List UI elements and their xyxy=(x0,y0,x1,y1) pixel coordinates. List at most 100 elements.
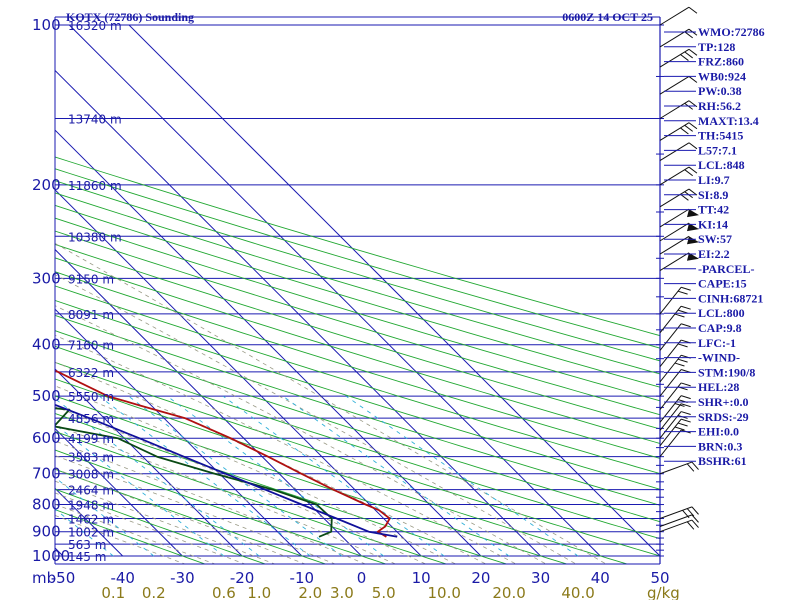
height-label: 1002 m xyxy=(68,526,114,540)
wind-barb-feather xyxy=(680,382,691,387)
wind-barb-staff xyxy=(659,222,690,242)
moist-adiabat xyxy=(55,334,517,564)
wind-barb xyxy=(659,6,698,26)
isotherm-line xyxy=(55,69,541,557)
wind-barb-staff xyxy=(659,188,690,208)
wind-barb-staff xyxy=(659,166,690,186)
wind-barb-staff xyxy=(659,519,693,533)
pressure-label: 200 xyxy=(32,176,61,194)
pressure-label: 1000 xyxy=(32,547,70,565)
wind-barb-feather xyxy=(686,508,695,517)
height-label: 1462 m xyxy=(68,513,114,527)
wind-barb-staff xyxy=(659,48,690,68)
dry-adiabat xyxy=(55,509,207,564)
mixing-ratio-line xyxy=(128,395,343,557)
dry-adiabat xyxy=(55,412,508,564)
temperature-tick-label: 30 xyxy=(531,569,550,587)
wind-barb-feather xyxy=(688,122,698,130)
wind-barb-feather xyxy=(677,358,688,363)
mixing-ratio-tick-label: 0.2 xyxy=(142,584,166,600)
index-entry: LCL:800 xyxy=(698,306,745,320)
wind-barb-feather xyxy=(677,343,688,348)
wind-barb-staff xyxy=(659,354,682,383)
index-entry: EHI:0.0 xyxy=(698,425,739,439)
wind-barb-feather xyxy=(684,169,693,177)
index-entry: STM:190/8 xyxy=(698,365,755,379)
height-label: 563 m xyxy=(68,538,106,552)
pressure-label: 600 xyxy=(32,429,61,447)
index-entry: BRN:0.3 xyxy=(698,439,742,453)
mixing-ratio-line xyxy=(55,423,225,557)
wind-barb-feather xyxy=(680,305,691,310)
dry-adiabat xyxy=(55,271,660,459)
dry-adiabat xyxy=(55,378,629,564)
temperature-tick-label: 50 xyxy=(650,569,669,587)
pressure-label: 900 xyxy=(32,523,61,541)
height-label: 6322 m xyxy=(68,366,114,380)
dry-adiabat xyxy=(55,314,660,506)
wind-barb-feather xyxy=(677,290,688,295)
wind-barb-feather xyxy=(677,422,688,427)
wind-barb-feather xyxy=(680,323,691,328)
dry-adiabat xyxy=(55,204,660,388)
temperature-tick-label: 10 xyxy=(412,569,431,587)
index-entry: SI:8.9 xyxy=(698,188,728,202)
wind-barb-feather xyxy=(677,309,688,314)
temperature-tick-label: -20 xyxy=(230,569,255,587)
isotherm-line xyxy=(55,129,482,557)
dry-adiabat xyxy=(55,217,660,402)
dry-adiabat xyxy=(55,430,448,564)
index-entry: TH:5415 xyxy=(698,129,743,143)
index-entry: WB0:924 xyxy=(698,69,746,83)
dry-adiabat xyxy=(55,230,660,416)
dry-adiabat xyxy=(55,468,327,564)
dry-adiabat xyxy=(55,180,660,362)
index-entry: FRZ:860 xyxy=(698,55,744,69)
wind-barb xyxy=(659,142,698,161)
dewpoint-trace xyxy=(55,407,333,538)
pressure-label: 400 xyxy=(32,336,61,354)
wind-barb-pennant xyxy=(686,223,699,232)
wind-barb-staff xyxy=(659,411,682,439)
height-label: 145 m xyxy=(68,550,106,564)
wind-barb xyxy=(659,48,698,68)
pressure-label: 500 xyxy=(32,387,61,405)
moist-adiabat xyxy=(55,242,607,564)
wind-barb xyxy=(659,418,691,447)
index-entry: EI:2.2 xyxy=(698,247,730,261)
wind-barb-staff xyxy=(659,506,693,519)
height-label: 3583 m xyxy=(68,451,114,465)
mixing-ratio-tick-label: 3.0 xyxy=(330,584,354,600)
index-entry: WMO:72786 xyxy=(698,25,765,39)
moist-adiabat xyxy=(55,455,337,564)
index-entry: SHR+:0.0 xyxy=(698,395,749,409)
wind-barb-feather xyxy=(680,403,691,408)
dry-adiabat xyxy=(55,168,660,349)
height-label: 1948 m xyxy=(68,499,114,513)
wind-barb-staff xyxy=(659,100,690,119)
wind-barb-feather xyxy=(688,188,698,196)
wind-barbs xyxy=(659,6,699,533)
wind-barb-staff xyxy=(659,339,682,367)
mixing-ratio-tick-label: 2.0 xyxy=(298,584,322,600)
wind-barb-feather xyxy=(674,426,685,431)
sounding-time: 0600Z 14 OCT 25 xyxy=(562,10,653,24)
wind-barb-feather xyxy=(688,142,698,150)
wind-barb-feather xyxy=(691,519,699,528)
parcel-trace xyxy=(55,403,398,538)
index-entry: TT:42 xyxy=(698,203,729,217)
wind-barb xyxy=(659,519,699,533)
isotherm-line xyxy=(55,248,362,557)
wind-barb xyxy=(659,461,699,475)
wind-barb xyxy=(659,305,691,334)
wind-barb-feather xyxy=(680,127,689,135)
height-label: 2464 m xyxy=(68,484,114,498)
dry-adiabat xyxy=(55,345,660,540)
mixing-ratio-tick-label: 10.0 xyxy=(428,584,461,600)
dry-adiabat xyxy=(55,361,660,557)
station-title: KOTX (72786) Sounding xyxy=(66,10,194,24)
pressure-unit-label: mb xyxy=(32,569,56,587)
height-label: 4856 m xyxy=(68,412,114,426)
